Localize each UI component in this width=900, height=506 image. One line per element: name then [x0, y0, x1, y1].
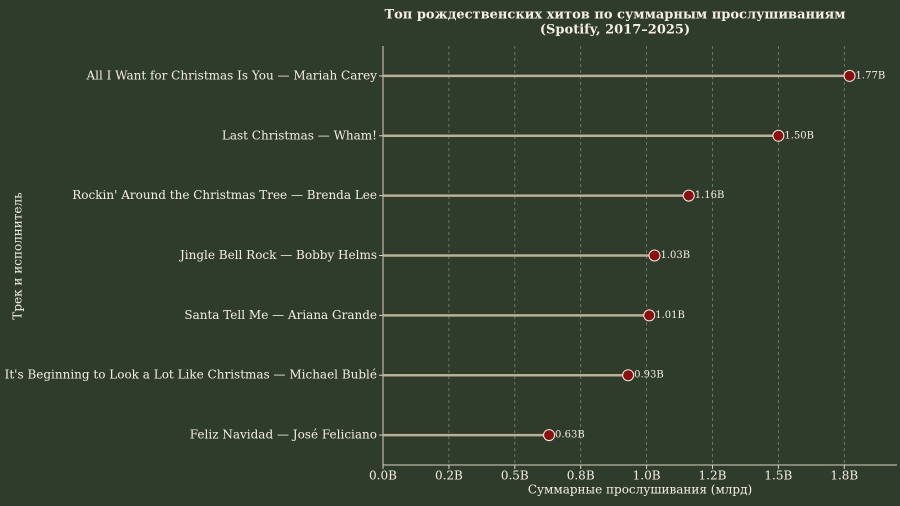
x-tick-label: 1.2B	[699, 469, 727, 483]
dot	[643, 309, 656, 322]
x-tick-label: 1.5B	[764, 469, 792, 483]
dot	[622, 369, 635, 382]
y-axis-label: Трек и исполнитель	[11, 192, 25, 320]
dot	[682, 189, 695, 202]
y-tick-label: Feliz Navidad — José Feliciano	[190, 428, 377, 442]
y-tick-label: All I Want for Christmas Is You — Mariah…	[85, 68, 377, 82]
x-tick-label: 0.5B	[501, 469, 529, 483]
y-tick-label: It's Beginning to Look a Lot Like Christ…	[5, 368, 377, 382]
x-tick-label: 0.8B	[567, 469, 595, 483]
chart-title: Топ рождественских хитов по суммарным пр…	[384, 8, 845, 23]
value-label: 0.63B	[555, 430, 585, 441]
y-tick-label: Rockin' Around the Christmas Tree — Bren…	[72, 188, 377, 202]
value-label: 0.93B	[634, 370, 664, 381]
y-tick-label: Last Christmas — Wham!	[222, 128, 377, 142]
value-label: 1.77B	[856, 70, 886, 81]
x-tick-label: 0.2B	[435, 469, 463, 483]
y-tick-label: Jingle Bell Rock — Bobby Helms	[178, 248, 377, 262]
x-tick-label: 1.8B	[830, 469, 858, 483]
value-label: 1.50B	[784, 130, 814, 141]
y-tick-label: Santa Tell Me — Ariana Grande	[184, 308, 377, 322]
value-label: 1.01B	[655, 310, 685, 321]
chart-subtitle: (Spotify, 2017–2025)	[540, 23, 690, 38]
x-axis-label: Суммарные прослушивания (млрд)	[528, 483, 752, 497]
dot	[843, 69, 856, 82]
dot	[648, 249, 661, 262]
value-label: 1.03B	[660, 250, 690, 261]
x-tick-label: 0.0B	[369, 469, 397, 483]
x-tick-label: 1.0B	[633, 469, 661, 483]
dot	[543, 429, 556, 442]
value-label: 1.16B	[695, 190, 725, 201]
dot	[772, 129, 785, 142]
